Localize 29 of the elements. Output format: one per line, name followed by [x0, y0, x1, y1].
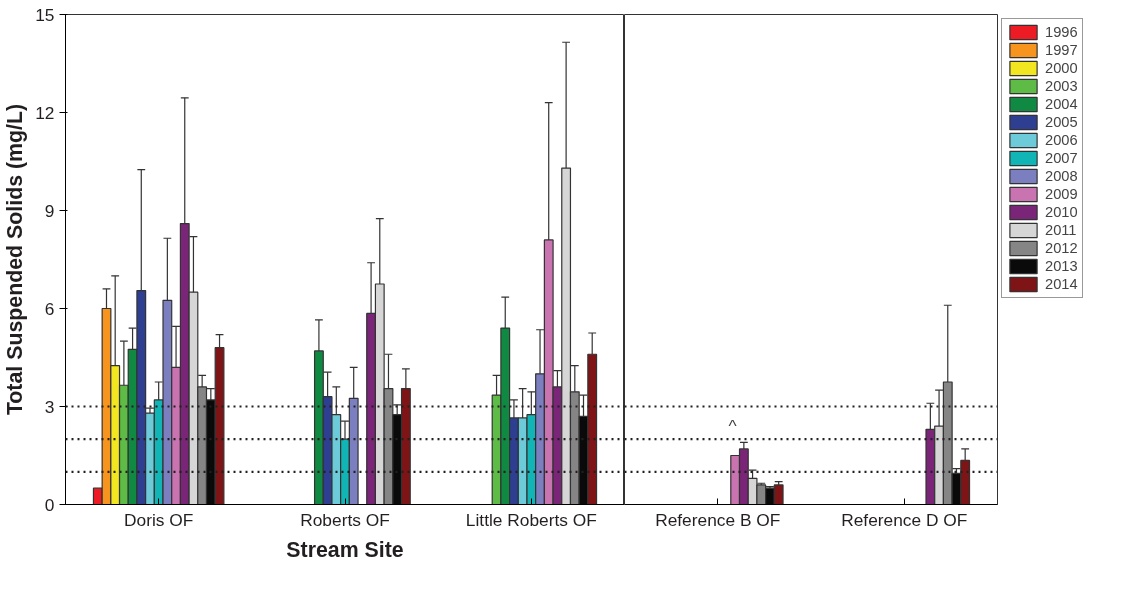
y-tick-label: 6 [44, 298, 55, 319]
legend-label: 2005 [1045, 113, 1078, 131]
y-tick-label: 15 [35, 4, 55, 25]
legend-label: 1996 [1045, 23, 1078, 41]
legend-label: 2007 [1045, 149, 1078, 167]
annotation: ^ [728, 415, 738, 436]
legend-label: 2000 [1045, 59, 1078, 77]
x-tick-label: Doris OF [124, 509, 194, 530]
x-tick-label: Reference D OF [841, 509, 968, 530]
legend-label: 2012 [1045, 239, 1078, 257]
legend-label: 2011 [1045, 221, 1077, 239]
x-axis-title: Stream Site [286, 537, 404, 562]
legend-label: 2008 [1045, 167, 1078, 185]
x-tick-label: Roberts OF [300, 509, 390, 530]
legend-label: 2006 [1045, 131, 1078, 149]
legend-label: 2003 [1045, 77, 1078, 95]
legend-label: 2014 [1045, 275, 1078, 293]
legend-label: 1997 [1045, 41, 1078, 59]
legend-label: 2009 [1045, 185, 1078, 203]
y-tick-label: 0 [44, 494, 55, 515]
legend-label: 2004 [1045, 95, 1078, 113]
legend-label: 2010 [1045, 203, 1078, 221]
y-tick-label: 3 [44, 396, 55, 417]
legend-label: 2013 [1045, 257, 1078, 275]
x-tick-label: Reference B OF [655, 509, 781, 530]
y-tick-label: 9 [44, 200, 55, 221]
y-axis-title: Total Suspended Solids (mg/L) [3, 103, 28, 416]
x-tick-label: Little Roberts OF [465, 509, 597, 530]
y-tick-label: 12 [35, 102, 55, 123]
